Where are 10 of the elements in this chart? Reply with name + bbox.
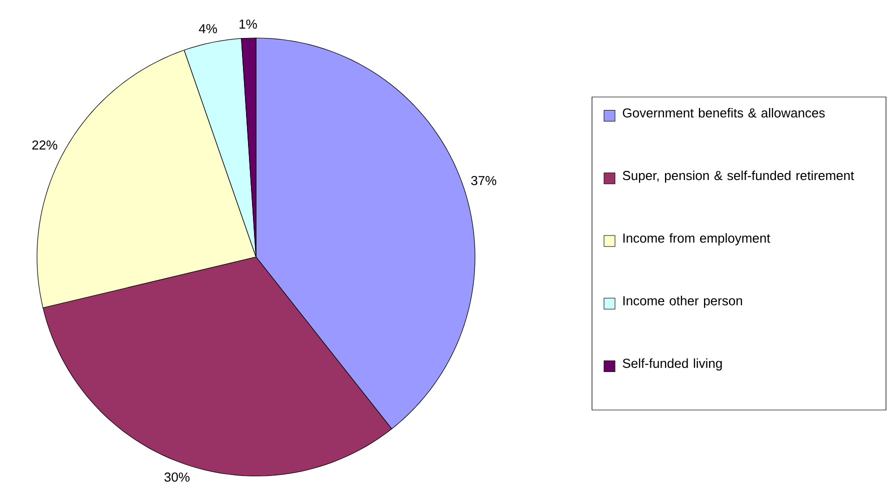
legend-label: Income other person — [623, 296, 742, 308]
legend-label: Income from employment — [623, 233, 770, 246]
legend-label: Super, pension & self-funded retirement — [622, 170, 854, 183]
data-label: 1% — [240, 20, 257, 29]
legend-label: Self-funded living — [622, 358, 722, 371]
data-label: 22% — [32, 140, 58, 150]
data-label: 4% — [198, 24, 217, 34]
legend-label: Government benefits & allowances — [622, 108, 825, 118]
data-label: 30% — [164, 472, 190, 482]
data-label: 37% — [471, 176, 496, 186]
